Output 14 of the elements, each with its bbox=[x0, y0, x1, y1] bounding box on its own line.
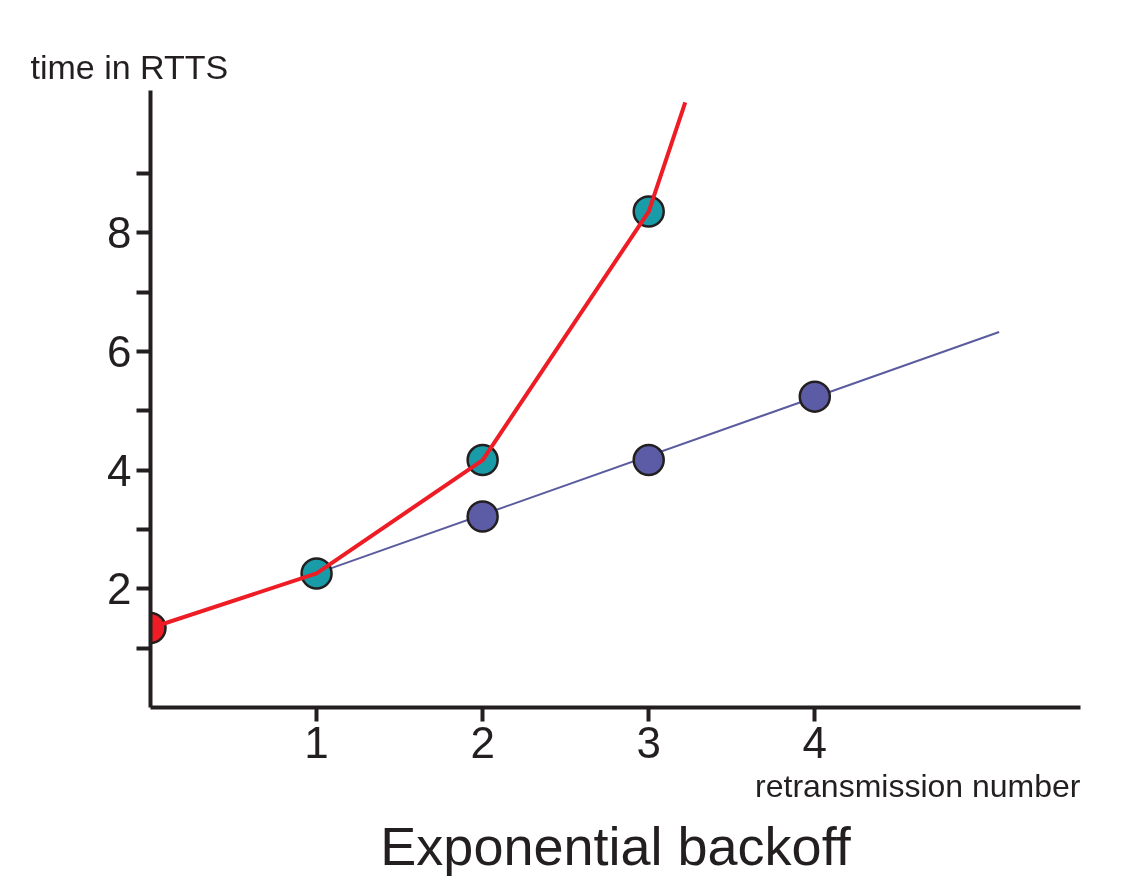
point bbox=[798, 380, 832, 413]
x-axis-title: retransmission number bbox=[755, 767, 1081, 804]
y-tick-label: 8 bbox=[107, 208, 132, 258]
text: Exponential backoff bbox=[380, 815, 852, 876]
x-tick-label: 3 bbox=[636, 717, 661, 767]
x-tick-label: 1 bbox=[304, 717, 329, 767]
y-axis-title: time in RTTS bbox=[30, 47, 229, 86]
point bbox=[466, 500, 499, 533]
y-tick-label: 6 bbox=[107, 327, 132, 377]
y-tick-label: 2 bbox=[107, 564, 132, 614]
y-tick-label: 4 bbox=[107, 445, 132, 495]
x-tick-label: 2 bbox=[470, 717, 495, 767]
point bbox=[632, 443, 665, 477]
x-tick-label: 4 bbox=[802, 717, 828, 767]
